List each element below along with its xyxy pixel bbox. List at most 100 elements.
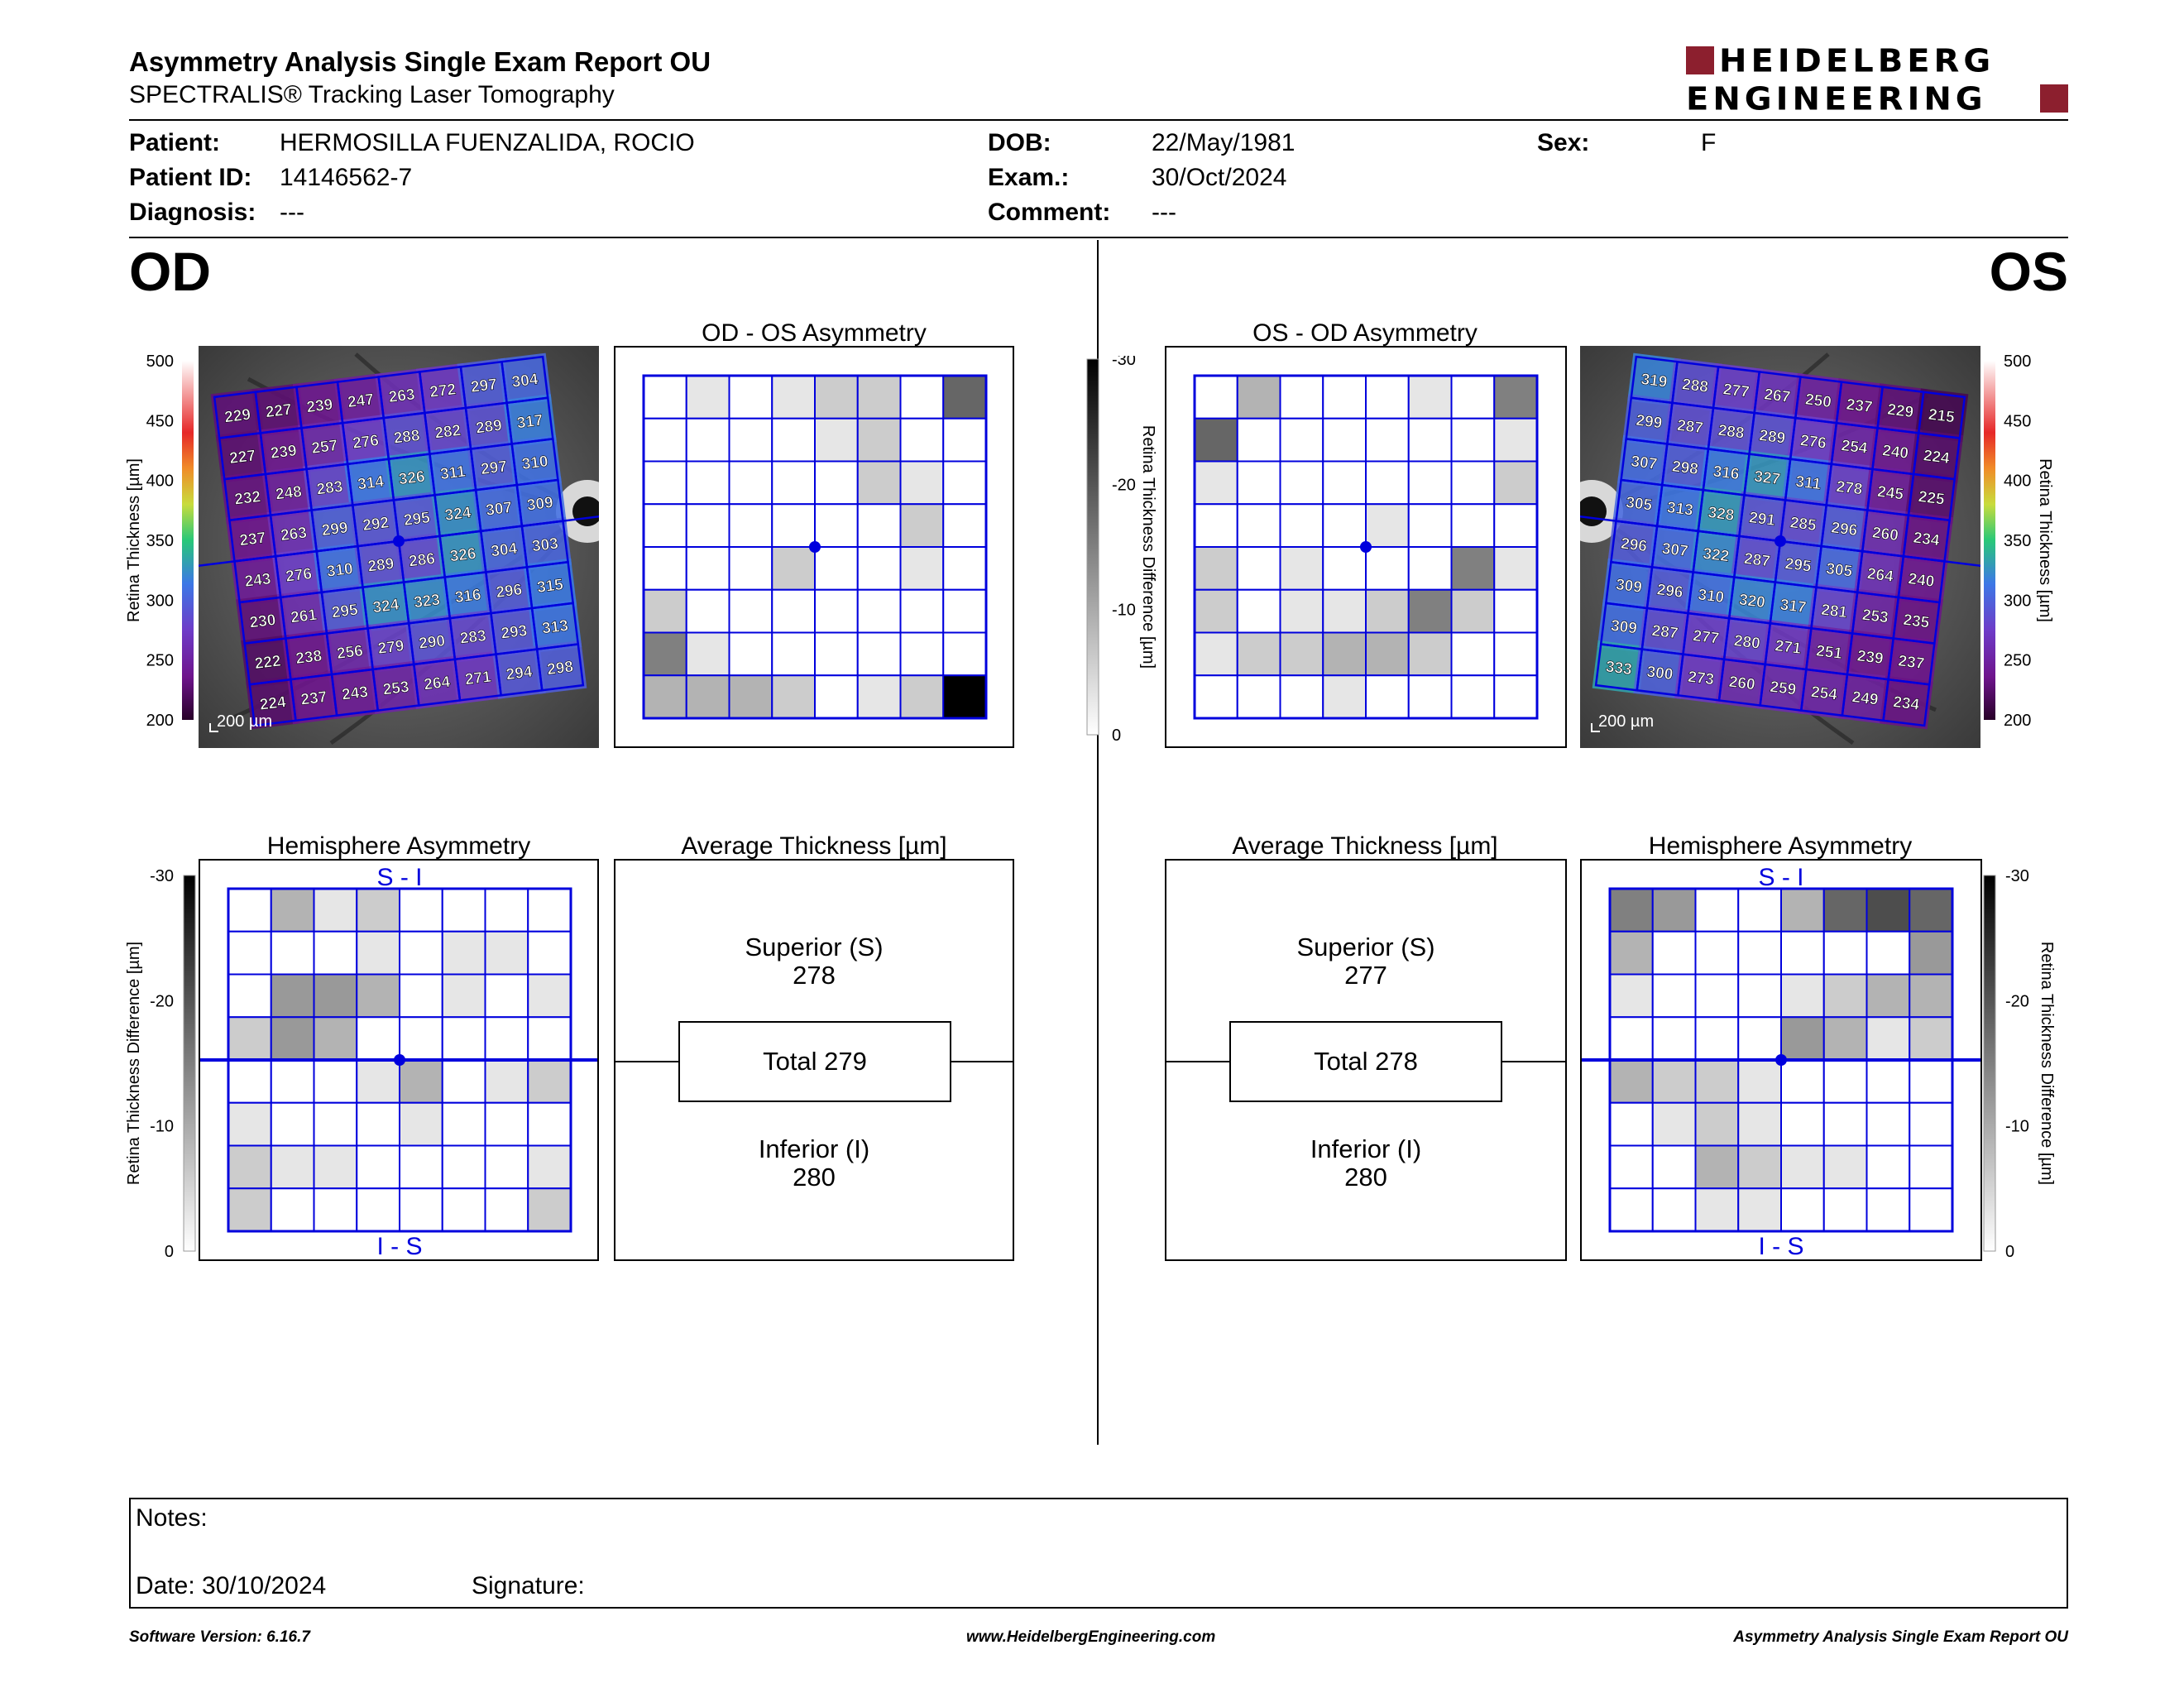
os-map-grid-group: 319 288 277 267 250 237 229 215 299 287 288 289 276 2…	[1566, 352, 1995, 730]
od-map-thickness-value: 237	[299, 688, 328, 709]
od-hemi-cell	[441, 1016, 486, 1061]
od-map-thickness-value: 288	[393, 427, 421, 448]
os-map-thickness-value: 276	[1799, 432, 1827, 453]
os-map-heat-cell	[1658, 440, 1712, 494]
os-map-heat-cell	[1771, 537, 1826, 592]
os-map-heat-cell	[1607, 517, 1661, 571]
os-asym-cell	[1279, 460, 1324, 506]
od-map-fovea-dot	[393, 535, 405, 547]
od-asym-cell	[643, 546, 687, 591]
od-hemi-cell	[228, 1101, 272, 1147]
os-map-heat-cell	[1638, 604, 1693, 659]
od-asym-cell	[856, 375, 902, 420]
footer-website[interactable]: www.HeidelbergEngineering.com	[966, 1628, 1216, 1646]
os-tscale-tick-label: 200	[2004, 712, 2031, 730]
od-tscale-colorbar	[182, 361, 194, 720]
os-map-thickness-value: 254	[1810, 683, 1838, 704]
os-asym-cell	[1279, 546, 1324, 591]
od-asym-cell	[899, 417, 945, 463]
od-map-thickness-value: 239	[270, 442, 298, 463]
os-map-thickness-value: 320	[1738, 592, 1766, 612]
od-asym-cell	[942, 375, 987, 420]
os-map-heat-cell	[1832, 378, 1887, 432]
od-hemi-cell	[484, 930, 529, 976]
os-map-thickness-value: 313	[1666, 499, 1694, 520]
od-asym-cell	[942, 546, 987, 591]
os-hscale-axis-title: Retina Thickness Difference [µm]	[2038, 942, 2056, 1185]
od-hscale-axis-title: Retina Thickness Difference [µm]	[125, 942, 143, 1185]
od-asym-cell	[771, 588, 816, 634]
os-map-thickness-value: 271	[1774, 637, 1802, 658]
os-map-thickness-value: 267	[1763, 386, 1791, 406]
od-eye-label: OD	[129, 241, 211, 302]
od-map-heat-cell	[225, 511, 280, 565]
od-hemi-cell	[399, 1059, 443, 1104]
od-map-thickness-value: 279	[377, 637, 405, 658]
od-map-heat-cell	[271, 547, 326, 602]
os-tscale-tick-label: 250	[2004, 652, 2031, 670]
od-hemi-cell	[228, 1187, 272, 1232]
exam-value: 30/Oct/2024	[1152, 164, 1287, 191]
od-map-thickness-value: 276	[352, 432, 380, 453]
os-asym-cell	[1493, 546, 1538, 591]
od-map-thickness-value: 272	[429, 381, 457, 401]
os-map-heat-cell	[1602, 558, 1656, 612]
os-map-thickness-value: 281	[1820, 602, 1848, 622]
od-map-heat-cell	[441, 568, 495, 622]
os-asym-cell	[1365, 546, 1410, 591]
os-map-thickness-value: 280	[1733, 632, 1761, 653]
os-hemi-cell	[1909, 1059, 1953, 1104]
os-map-thickness-value: 328	[1707, 504, 1735, 525]
od-map-heat-cell	[318, 583, 372, 637]
os-map-heat-cell	[1899, 511, 1954, 565]
os-map-thickness-value: 239	[1856, 647, 1885, 668]
od-hemi-cell	[441, 1187, 486, 1232]
os-map-heat-cell	[1730, 532, 1784, 587]
os-hemi-cell	[1609, 930, 1654, 976]
od-map-thickness-value: 276	[285, 565, 313, 586]
os-map-thickness-value: 237	[1897, 653, 1925, 674]
os-asym-cell	[1365, 588, 1410, 634]
od-hemi-cell	[270, 930, 315, 976]
os-map-heat-cell	[1904, 470, 1959, 525]
od-map-heat-cell	[503, 394, 557, 448]
os-map-heat-cell	[1597, 599, 1651, 654]
od-asym-cell	[685, 631, 730, 677]
os-hemi-cell	[1822, 1144, 1868, 1190]
os-asym-cell	[1450, 503, 1496, 548]
od-hemi-cell	[441, 1101, 486, 1147]
os-hemi-cell	[1737, 1016, 1782, 1061]
od-asymmetry-grid	[642, 374, 988, 720]
os-map-thickness-value: 277	[1692, 627, 1720, 648]
os-map-heat-cell	[1766, 578, 1820, 632]
od-hemi-cell	[527, 1187, 572, 1232]
os-asym-cell	[1322, 546, 1367, 591]
od-hemi-cell	[313, 973, 358, 1019]
od-map-thickness-value: 256	[336, 642, 364, 663]
od-asym-cell	[899, 588, 945, 634]
os-asym-cell	[1194, 460, 1238, 506]
od-asym-cell	[685, 674, 730, 719]
os-asym-cell	[1194, 674, 1238, 719]
od-map-heat-cell	[513, 476, 567, 530]
os-asymmetry-grid	[1193, 374, 1539, 720]
os-hemi-cell	[1737, 888, 1782, 933]
os-asym-cell	[1279, 417, 1324, 463]
os-asym-cell	[1194, 417, 1238, 463]
os-hemi-cell	[1651, 1187, 1697, 1232]
os-asym-cell	[1407, 588, 1453, 634]
od-map-heat-cell	[343, 455, 398, 509]
os-hemi-cell	[1866, 888, 1911, 933]
od-asym-cell	[856, 546, 902, 591]
os-map-heat-cell	[1776, 496, 1831, 550]
od-hemi-cell	[441, 1144, 486, 1190]
od-hemi-cell	[356, 1059, 400, 1104]
os-hemi-cell	[1822, 973, 1868, 1019]
od-map-heat-cell	[436, 527, 490, 581]
os-asym-cell	[1407, 417, 1453, 463]
os-map-heat-cell	[1674, 650, 1728, 704]
os-map-heat-cell	[1863, 465, 1918, 520]
os-hemi-cell	[1780, 888, 1825, 933]
od-asym-cell	[899, 375, 945, 420]
od-asymmetry-title: OD - OS Asymmetry	[702, 319, 927, 347]
